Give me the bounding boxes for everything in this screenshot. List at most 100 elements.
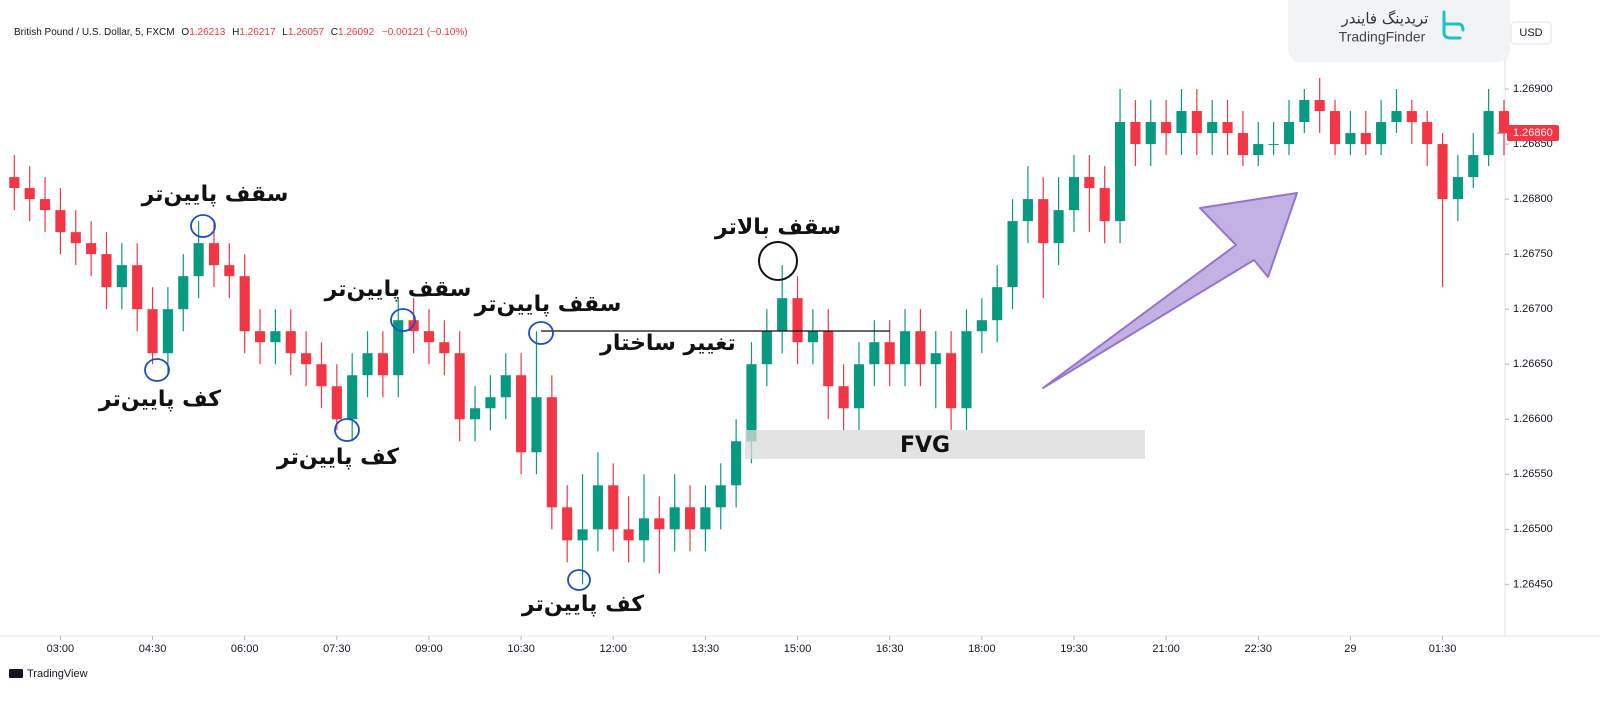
candle-body [777, 298, 788, 332]
candle-body [86, 243, 97, 255]
candle-body [500, 375, 511, 398]
candle-body [516, 375, 527, 453]
candle-body [1498, 111, 1510, 134]
x-tick-label: 21:00 [1152, 643, 1180, 655]
trend-arrow [1042, 192, 1298, 389]
ohlc-key: C [331, 27, 338, 38]
candle-body [992, 287, 1003, 321]
x-tick-label: 01:30 [1429, 643, 1457, 655]
x-tick-label: 15:00 [784, 643, 812, 655]
currency: USD [1519, 27, 1542, 39]
candle-body [193, 243, 204, 277]
candle-body [1161, 122, 1172, 134]
last-price-label: 1.26860 [1513, 127, 1553, 139]
candle-body [239, 276, 250, 332]
logo-icon [1442, 10, 1465, 40]
symbol: British Pound / U.S. Dollar, 5, FXCM [14, 27, 175, 38]
swing-circle [144, 358, 170, 382]
candle-body [961, 331, 972, 409]
candle-body [347, 375, 358, 420]
candle-body [1099, 188, 1110, 222]
candle-body [823, 331, 834, 387]
candle-body [562, 507, 573, 541]
candle-body [254, 331, 266, 343]
x-tick-label: 07:30 [323, 643, 351, 655]
candle-body [1314, 100, 1325, 112]
x-tick-label: 13:30 [692, 643, 720, 655]
candle-body [976, 320, 987, 332]
ohlc-value: 1.26213 [189, 27, 226, 38]
candle-body [1007, 221, 1018, 288]
candle-body [1468, 155, 1479, 178]
swing-circle [567, 569, 591, 591]
tv-logo-icon [9, 669, 23, 678]
candle-body [1084, 177, 1095, 189]
ohlc-value: 1.26057 [288, 27, 325, 38]
candle-body [377, 353, 388, 376]
annotation: کف پایین‌تر [521, 592, 644, 617]
candle-body [270, 331, 281, 343]
candle-body [623, 529, 634, 541]
annotation: سقف پایین‌تر [141, 182, 289, 207]
candle-body [55, 210, 66, 233]
candle-body [792, 298, 803, 343]
candle-body [1283, 122, 1295, 145]
x-tick-label: 29 [1344, 643, 1356, 655]
candle-body [608, 485, 619, 530]
candle-body [669, 507, 680, 530]
candle-body [162, 309, 173, 354]
swing-circle [190, 214, 216, 238]
y-tick-label: 1.26750 [1513, 248, 1553, 260]
platform: TradingView [27, 668, 88, 680]
candle-body [577, 529, 588, 541]
candle-body [761, 331, 772, 365]
candle-body [1391, 111, 1402, 123]
candle-body [592, 485, 603, 530]
y-tick-label: 1.26500 [1513, 523, 1553, 535]
candle-body [930, 353, 941, 365]
candle-body [39, 199, 51, 211]
candle-body [1053, 210, 1064, 244]
candle-body [285, 331, 296, 354]
annotation: سقف بالاتر [714, 215, 841, 240]
ohlc-value: 1.26217 [239, 27, 276, 38]
candle-body [178, 276, 189, 310]
candle-body [1406, 111, 1417, 123]
candle-body [715, 485, 726, 508]
candle-body [393, 320, 404, 376]
x-tick-label: 04:30 [139, 643, 167, 655]
x-tick-label: 06:00 [231, 643, 259, 655]
currency-button[interactable] [1510, 21, 1552, 45]
candle-body [731, 441, 742, 486]
candle-body [116, 265, 127, 288]
x-tick-label: 03:00 [47, 643, 75, 655]
candle-body [362, 353, 373, 376]
candle-body [531, 397, 542, 453]
candle-body [884, 342, 895, 365]
candle-body [147, 309, 158, 354]
candle-body [9, 177, 20, 189]
candle-body [899, 331, 911, 365]
y-tick-label: 1.26900 [1513, 83, 1553, 95]
candle-body [469, 408, 481, 420]
y-tick-label: 1.26450 [1513, 578, 1553, 590]
candle-body [1345, 133, 1356, 145]
candle-body [807, 331, 818, 343]
candle-body [838, 386, 849, 409]
candle-body [24, 188, 35, 200]
x-tick-label: 19:30 [1060, 643, 1088, 655]
annotation: تغییر ساختار [599, 331, 736, 356]
candle-body [301, 353, 312, 365]
candle-body [331, 386, 342, 420]
candle-body [454, 353, 465, 420]
candle-body [1145, 122, 1156, 145]
candle-body [700, 507, 711, 530]
candle-body [316, 364, 327, 387]
last-price-tag [1507, 125, 1559, 142]
fvg-zone [745, 430, 1145, 459]
annotation: سقف پایین‌تر [474, 292, 622, 317]
candle-body [1437, 144, 1448, 200]
candle-body [746, 364, 757, 442]
candle-body [546, 397, 557, 508]
